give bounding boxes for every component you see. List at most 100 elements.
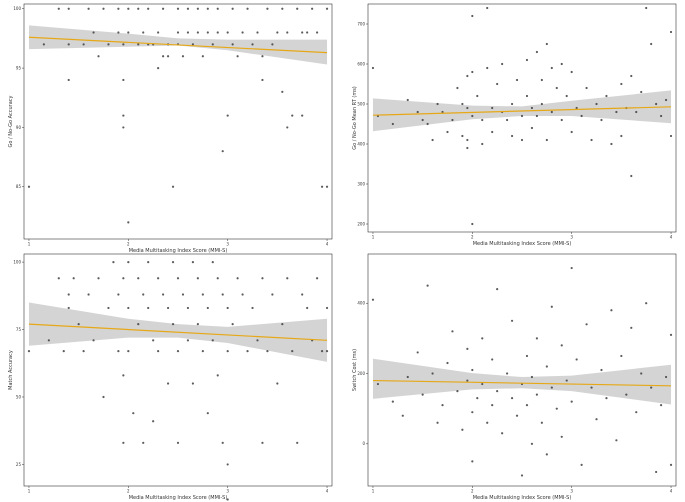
data-point (142, 31, 145, 34)
data-point (236, 55, 239, 58)
data-point (461, 428, 464, 431)
data-point (471, 114, 474, 118)
chart-go-nogo-accuracy: 1 2 3 4 85 90 95 100 Media Multitasking Index Sc… (8, 3, 333, 254)
data-point (246, 350, 249, 353)
plot-area (23, 253, 333, 487)
data-point (191, 43, 195, 46)
data-point (525, 404, 529, 407)
data-point (107, 306, 110, 310)
data-point (137, 43, 140, 46)
data-point (565, 94, 568, 98)
data-point (117, 7, 120, 10)
data-point (271, 293, 274, 296)
data-point (117, 293, 120, 296)
data-point (530, 126, 534, 130)
data-point (191, 382, 195, 385)
data-point (42, 43, 45, 46)
data-point (311, 7, 314, 10)
data-point (176, 350, 180, 353)
data-point (122, 114, 125, 117)
data-point (147, 306, 150, 310)
chart-switch-cost: 1 2 3 4 0 200 400 Media Multitasking Index Scor… (352, 253, 677, 501)
data-point (286, 277, 289, 280)
data-point (246, 7, 249, 10)
y-tick-label: 600 (357, 61, 365, 66)
data-point (416, 351, 419, 354)
data-point (540, 102, 543, 106)
data-point (461, 134, 464, 138)
data-point (476, 397, 479, 400)
data-point (535, 337, 539, 340)
data-point (466, 146, 469, 150)
x-axis-label: Media Multitasking Index Score (MMI-S) (129, 495, 228, 501)
data-point (471, 14, 474, 18)
data-point (241, 31, 244, 34)
y-tick-label: 200 (357, 371, 365, 376)
data-point (560, 344, 563, 347)
data-point (515, 78, 519, 82)
data-point (281, 7, 284, 10)
data-point (391, 400, 394, 403)
data-point (664, 375, 668, 379)
data-point (431, 138, 434, 142)
data-point (630, 326, 633, 329)
data-point (256, 339, 259, 342)
data-point (161, 293, 165, 296)
data-point (157, 66, 160, 70)
data-point (575, 106, 578, 110)
data-point (157, 31, 160, 34)
data-point (406, 375, 409, 379)
data-point (525, 94, 529, 98)
data-point (186, 339, 190, 342)
y-tick-label: 85 (16, 184, 22, 189)
data-point (251, 43, 254, 46)
data-point (471, 368, 474, 372)
data-point (550, 305, 553, 308)
data-point (416, 110, 419, 114)
data-point (436, 421, 439, 424)
data-point (615, 110, 618, 114)
data-point (127, 7, 130, 10)
confidence-band (372, 358, 672, 405)
data-point (325, 185, 329, 188)
data-point (550, 386, 553, 389)
data-point (261, 55, 264, 58)
y-tick-label: 90 (16, 125, 22, 130)
data-point (446, 361, 449, 365)
data-point (147, 260, 150, 264)
data-point (535, 393, 539, 396)
data-point (590, 386, 593, 389)
data-point (27, 350, 31, 353)
data-point (421, 118, 424, 122)
data-point (306, 31, 309, 34)
data-point (570, 70, 573, 74)
data-point (371, 298, 375, 301)
data-point (176, 441, 180, 444)
data-point (196, 31, 199, 34)
data-point (510, 102, 514, 106)
data-point (211, 43, 214, 46)
data-point (201, 350, 204, 353)
data-point (466, 347, 469, 351)
x-tick-label: 2 (471, 489, 474, 494)
y-tick-label: 300 (357, 181, 365, 186)
data-point (97, 277, 100, 280)
data-point (161, 55, 165, 58)
data-point (545, 42, 548, 46)
data-point (585, 323, 588, 326)
data-point (62, 350, 65, 353)
data-point (291, 350, 294, 353)
data-point (466, 106, 469, 110)
y-axis-label: Match Accuracy (8, 350, 14, 390)
data-point (181, 55, 185, 58)
data-point (226, 463, 229, 466)
data-point (67, 293, 70, 296)
data-point (186, 306, 190, 310)
data-point (456, 389, 459, 393)
data-point (122, 441, 125, 444)
data-point (540, 421, 543, 424)
data-point (241, 293, 244, 296)
x-tick-label: 2 (127, 242, 130, 247)
data-point (87, 293, 90, 296)
data-point (640, 90, 643, 94)
